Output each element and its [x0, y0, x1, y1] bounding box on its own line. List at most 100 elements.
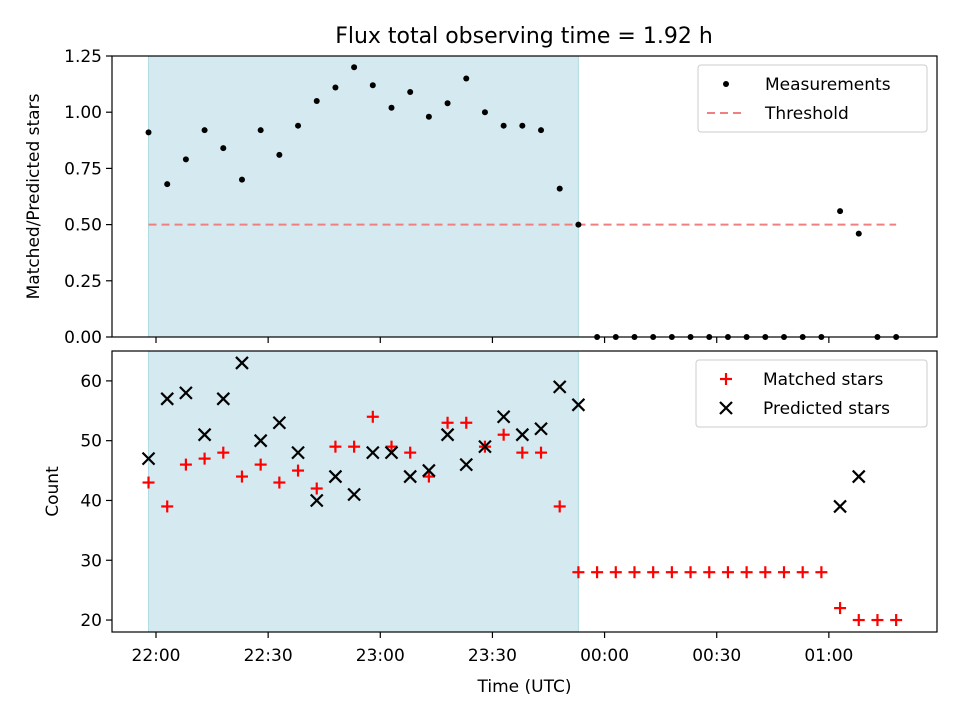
measurement-point-6 — [257, 127, 264, 134]
matched-star-point-37 — [834, 602, 847, 615]
matched-star-point-8 — [292, 464, 305, 477]
matched-star-point-9 — [310, 482, 323, 495]
matched-star-point-16 — [441, 416, 454, 429]
matched-star-point-17 — [460, 416, 473, 429]
matched-star-point-27 — [647, 566, 660, 579]
count-ytick-label-3: 50 — [80, 432, 102, 452]
legend-measurements-marker — [723, 81, 729, 87]
measurement-point-19 — [500, 122, 507, 129]
count-legend: Matched stars Predicted stars — [695, 359, 928, 428]
predicted-star-point-23 — [571, 398, 586, 412]
matched-star-point-10 — [329, 440, 342, 453]
predicted-star-point-7 — [272, 415, 287, 430]
measurement-point-9 — [313, 97, 320, 104]
ratio-legend: Measurements Threshold — [697, 64, 928, 133]
measurement-point-17 — [463, 75, 470, 82]
ratio-ytick-label-0: 0.00 — [64, 328, 102, 348]
matched-star-point-21 — [535, 446, 548, 459]
measurement-point-20 — [519, 122, 526, 129]
count-xtick-label-6: 01:00 — [804, 646, 853, 666]
predicted-star-point-14 — [403, 469, 417, 484]
matched-star-point-38 — [852, 614, 865, 627]
count-panel: 20 30 40 50 60 22:00 22:30 23:00 23:30 00:00 00:3… — [43, 350, 938, 697]
matched-star-point-7 — [273, 476, 286, 489]
matched-star-point-28 — [665, 566, 678, 579]
predicted-star-point-19 — [496, 409, 511, 424]
matched-star-point-24 — [591, 566, 604, 579]
ratio-shaded-interval — [148, 55, 579, 338]
matched-star-point-40 — [890, 614, 903, 627]
measurement-point-7 — [276, 151, 283, 158]
matched-star-point-29 — [684, 566, 697, 579]
count-xtick-label-4: 00:00 — [580, 646, 629, 666]
count-y-axis-label: Count — [43, 466, 63, 517]
matched-star-point-20 — [516, 446, 529, 459]
ratio-axes-frame — [111, 55, 938, 338]
predicted-star-point-16 — [440, 427, 455, 442]
measurement-point-5 — [238, 176, 245, 183]
count-shaded-interval — [148, 350, 579, 633]
matched-star-point-4 — [217, 446, 230, 459]
matched-star-point-13 — [385, 440, 398, 453]
matched-star-point-35 — [796, 566, 809, 579]
matched-star-point-30 — [703, 566, 716, 579]
count-xtick-label-3: 23:30 — [468, 646, 517, 666]
predicted-star-point-5 — [235, 356, 249, 370]
ratio-ytick-label-4: 1.00 — [64, 103, 102, 123]
measurement-point-14 — [407, 88, 414, 95]
measurement-point-12 — [369, 82, 376, 89]
measurement-point-37 — [837, 208, 844, 215]
chart-title: Flux total observing time = 1.92 h — [335, 24, 713, 49]
legend-matched-label: Matched stars — [763, 370, 883, 390]
matched-star-point-11 — [348, 440, 361, 453]
matched-star-point-0 — [142, 476, 155, 489]
matched-star-point-5 — [235, 470, 248, 483]
matched-star-point-19 — [497, 428, 510, 441]
matched-star-point-32 — [740, 566, 753, 579]
legend-measurements-label: Measurements — [765, 75, 891, 95]
matched-star-point-25 — [609, 566, 622, 579]
matched-star-point-23 — [572, 566, 585, 579]
legend-predicted-label: Predicted stars — [763, 399, 890, 419]
count-xtick-label-1: 22:30 — [244, 646, 293, 666]
count-xtick-label-5: 00:30 — [692, 646, 741, 666]
matched-star-point-15 — [422, 470, 435, 483]
predicted-star-point-15 — [422, 463, 436, 478]
matched-star-point-2 — [179, 458, 192, 471]
measurement-point-2 — [182, 156, 189, 163]
measurement-point-3 — [201, 127, 208, 134]
predicted-star-point-10 — [328, 469, 343, 484]
measurement-point-11 — [351, 64, 358, 71]
predicted-star-point-22 — [552, 380, 567, 394]
predicted-star-point-11 — [347, 487, 361, 502]
predicted-star-point-9 — [309, 493, 324, 508]
measurement-point-10 — [332, 84, 339, 91]
matched-star-point-12 — [366, 410, 379, 423]
matched-star-point-3 — [198, 452, 211, 465]
ratio-panel: 0.00 0.25 0.50 0.75 1.00 1.25 Matched/Predict… — [24, 47, 938, 348]
count-ytick-label-0: 20 — [80, 611, 102, 631]
matched-star-point-22 — [553, 500, 566, 513]
measurement-point-4 — [220, 145, 227, 152]
matched-star-point-36 — [815, 566, 828, 579]
predicted-star-point-6 — [253, 433, 268, 448]
measurement-point-23 — [575, 221, 582, 228]
predicted-star-point-18 — [478, 439, 492, 454]
legend-threshold-label: Threshold — [764, 104, 849, 124]
ratio-ytick-label-2: 0.50 — [64, 216, 102, 236]
measurement-point-0 — [145, 129, 152, 136]
matched-star-point-31 — [721, 566, 734, 579]
count-xtick-label-0: 22:00 — [132, 646, 181, 666]
matched-star-point-1 — [161, 500, 174, 513]
measurement-point-22 — [556, 185, 563, 192]
ratio-ytick-label-3: 0.75 — [64, 159, 102, 179]
legend-predicted-marker — [719, 401, 733, 415]
measurement-point-16 — [444, 100, 451, 107]
predicted-star-point-24 — [833, 499, 847, 514]
measurement-point-15 — [425, 113, 432, 120]
count-xtick-label-2: 23:00 — [356, 646, 405, 666]
measurement-point-21 — [538, 127, 545, 134]
measurement-point-1 — [164, 181, 171, 188]
matched-star-point-14 — [404, 446, 417, 459]
